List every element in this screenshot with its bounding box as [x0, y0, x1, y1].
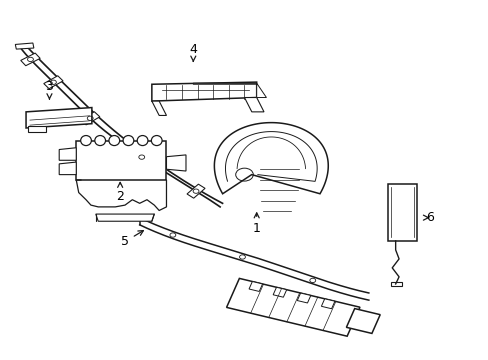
Ellipse shape [81, 135, 91, 145]
Text: 5: 5 [121, 230, 143, 248]
Polygon shape [244, 98, 264, 112]
Bar [387, 184, 416, 241]
Polygon shape [152, 101, 166, 116]
Polygon shape [59, 148, 76, 160]
Polygon shape [15, 43, 34, 49]
Polygon shape [76, 140, 166, 180]
Text: 4: 4 [189, 42, 197, 62]
Ellipse shape [95, 135, 105, 145]
Polygon shape [273, 287, 286, 297]
Polygon shape [59, 162, 76, 175]
Polygon shape [186, 184, 204, 198]
Ellipse shape [137, 135, 148, 145]
Text: 2: 2 [116, 183, 124, 203]
Polygon shape [166, 155, 185, 171]
Polygon shape [248, 282, 262, 292]
Polygon shape [226, 278, 359, 336]
Polygon shape [20, 53, 40, 66]
Polygon shape [346, 309, 379, 333]
Text: 6: 6 [423, 211, 433, 224]
Polygon shape [390, 282, 401, 286]
Polygon shape [132, 150, 151, 164]
Text: 3: 3 [45, 80, 53, 99]
Polygon shape [214, 123, 327, 194]
Polygon shape [152, 82, 256, 101]
Polygon shape [28, 126, 45, 132]
Polygon shape [81, 112, 100, 125]
Polygon shape [44, 76, 63, 89]
Polygon shape [193, 83, 266, 98]
Polygon shape [96, 214, 154, 221]
Polygon shape [297, 293, 310, 303]
Ellipse shape [151, 135, 162, 145]
Ellipse shape [109, 135, 120, 145]
Ellipse shape [123, 135, 134, 145]
Polygon shape [26, 108, 92, 128]
Text: 1: 1 [252, 213, 260, 235]
Polygon shape [321, 299, 334, 309]
